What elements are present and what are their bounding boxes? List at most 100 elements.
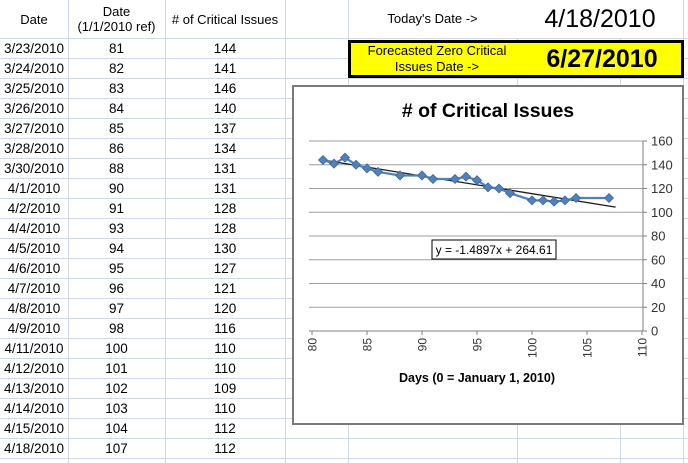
x-tick-label: 105 — [581, 338, 595, 358]
table-cell[interactable]: 93 — [108, 220, 125, 236]
table-cell[interactable]: 3/30/2010 — [3, 160, 65, 176]
table-cell[interactable]: 112 — [214, 440, 236, 456]
table-cell[interactable]: 128 — [213, 220, 237, 236]
table-cell[interactable]: 83 — [108, 80, 125, 96]
table-cell[interactable]: 90 — [108, 180, 125, 196]
table-cell[interactable]: 4/14/2010 — [3, 400, 65, 416]
table-cell[interactable]: 137 — [213, 120, 237, 136]
table-cell[interactable]: 128 — [213, 200, 237, 216]
table-cell[interactable]: 121 — [213, 280, 237, 296]
table-cell[interactable]: 4/9/2010 — [7, 320, 61, 336]
table-cell[interactable]: 110 — [214, 400, 236, 416]
table-header-row: Date Date (1/1/2010 ref) # of Critical Issu… — [0, 0, 285, 38]
data-point-marker — [350, 159, 362, 170]
table-cell[interactable]: 96 — [108, 280, 125, 296]
table-cell[interactable]: 85 — [108, 120, 125, 136]
table-cell[interactable]: 4/12/2010 — [3, 360, 65, 376]
table-cell[interactable]: 4/1/2010 — [7, 180, 61, 196]
table-cell[interactable]: 110 — [214, 360, 236, 376]
table-cell[interactable]: 3/25/2010 — [3, 80, 65, 96]
y-tick-label: 60 — [651, 252, 665, 267]
y-tick-label: 100 — [651, 205, 673, 220]
table-cell[interactable]: 95 — [108, 260, 125, 276]
table-cell[interactable]: 4/8/2010 — [7, 300, 61, 316]
column-header-cell[interactable]: # of Critical Issues — [171, 11, 279, 27]
data-point-marker — [449, 173, 461, 185]
table-cell[interactable]: 82 — [108, 60, 125, 76]
table-cell[interactable]: 110 — [214, 340, 236, 356]
forecast-date-value: 6/27/2010 — [546, 44, 658, 73]
table-cell[interactable]: 3/26/2010 — [3, 100, 65, 116]
table-cell[interactable]: 103 — [105, 400, 128, 416]
table-body: 3/23/2010 81 144 3/24/2010 82 141 3/25/2010 83 1… — [0, 38, 285, 458]
data-point-marker — [372, 166, 384, 177]
forecast-label-line1: Forecasted Zero Critical — [367, 43, 507, 58]
table-cell[interactable]: 4/18/2010 — [3, 440, 65, 456]
x-tick-label: 80 — [306, 338, 320, 352]
table-cell[interactable]: 146 — [213, 80, 237, 96]
table-cell[interactable]: 116 — [214, 320, 236, 336]
data-point-marker — [427, 173, 439, 185]
table-cell[interactable]: 97 — [108, 300, 125, 316]
table-cell[interactable]: 91 — [108, 200, 125, 216]
y-tick-label: 120 — [651, 181, 673, 196]
table-cell[interactable]: 4/13/2010 — [3, 380, 65, 396]
table-cell[interactable]: 127 — [213, 260, 237, 276]
data-point-marker — [361, 163, 373, 174]
table-cell[interactable]: 4/11/2010 — [4, 340, 64, 356]
table-cell[interactable]: 4/6/2010 — [7, 260, 61, 276]
table-cell[interactable]: 109 — [213, 380, 237, 396]
table-cell[interactable]: 3/23/2010 — [3, 40, 65, 56]
table-cell[interactable]: 84 — [108, 100, 125, 116]
table-cell[interactable]: 3/28/2010 — [3, 140, 65, 156]
table-cell[interactable]: 81 — [108, 40, 125, 56]
table-cell[interactable]: 4/5/2010 — [7, 240, 61, 256]
data-point-marker — [339, 152, 351, 163]
table-cell[interactable]: 104 — [105, 420, 128, 436]
data-point-marker — [548, 196, 560, 207]
table-cell[interactable]: 86 — [108, 140, 125, 156]
data-point-marker — [570, 192, 582, 204]
table-cell[interactable]: 4/4/2010 — [7, 220, 61, 236]
data-point-marker — [317, 154, 329, 166]
y-tick-label: 20 — [651, 300, 665, 315]
today-date-value-cell[interactable]: 4/18/2010 — [517, 0, 683, 38]
table-cell[interactable]: 100 — [105, 340, 128, 356]
data-point-marker — [526, 195, 538, 206]
table-cell[interactable]: 112 — [214, 420, 236, 436]
column-header-cell[interactable]: Date — [20, 11, 48, 27]
table-cell[interactable]: 144 — [213, 40, 237, 56]
table-cell[interactable]: 4/2/2010 — [7, 200, 61, 216]
table-cell[interactable]: 94 — [108, 240, 125, 256]
table-cell[interactable]: 3/24/2010 — [3, 60, 65, 76]
table-cell[interactable]: 101 — [105, 360, 128, 376]
table-cell[interactable]: 3/27/2010 — [3, 120, 65, 136]
forecast-label-line2: Issues Date -> — [394, 59, 480, 74]
table-cell[interactable]: 88 — [108, 160, 125, 176]
table-cell[interactable]: 102 — [105, 380, 128, 396]
table-cell[interactable]: 131 — [213, 160, 237, 176]
table-cell[interactable]: 131 — [213, 180, 237, 196]
data-point-marker — [328, 158, 340, 169]
data-point-marker — [460, 171, 472, 182]
table-cell[interactable]: 98 — [108, 320, 125, 336]
today-date-label-cell[interactable]: Today's Date -> — [387, 10, 478, 26]
table-cell[interactable]: 141 — [213, 60, 237, 76]
x-tick-label: 95 — [471, 338, 485, 352]
data-point-marker — [559, 195, 571, 206]
sheet-col-gridline — [285, 0, 286, 463]
table-cell[interactable]: 107 — [105, 440, 128, 456]
critical-issues-chart[interactable]: # of Critical Issues 80 85 90 95 100 105 110 0 20… — [292, 85, 684, 425]
data-point-marker — [416, 170, 428, 181]
column-header-cell[interactable]: Date (1/1/2010 ref) — [77, 4, 156, 34]
table-cell[interactable]: 4/7/2010 — [7, 280, 61, 296]
forecast-highlight-box[interactable]: Forecasted Zero Critical Issues Date -> … — [348, 40, 684, 78]
table-cell[interactable]: 130 — [213, 240, 237, 256]
table-cell[interactable]: 120 — [213, 300, 237, 316]
data-point-marker — [482, 182, 494, 193]
table-cell[interactable]: 4/15/2010 — [3, 420, 65, 436]
table-cell[interactable]: 140 — [213, 100, 237, 116]
table-cell[interactable]: 134 — [213, 140, 237, 156]
